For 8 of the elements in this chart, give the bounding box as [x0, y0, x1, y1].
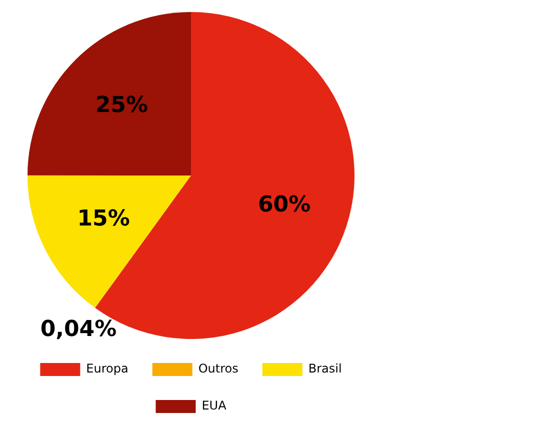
legend-label: EUA: [202, 398, 228, 413]
data-label: 60%: [258, 192, 311, 218]
legend-label: Outros: [198, 362, 238, 376]
data-label: 15%: [77, 206, 130, 232]
legend-label: Europa: [86, 362, 128, 376]
data-label: 0,04%: [40, 317, 117, 342]
legend-label: Brasil: [308, 362, 342, 376]
data-label: 25%: [95, 92, 148, 118]
